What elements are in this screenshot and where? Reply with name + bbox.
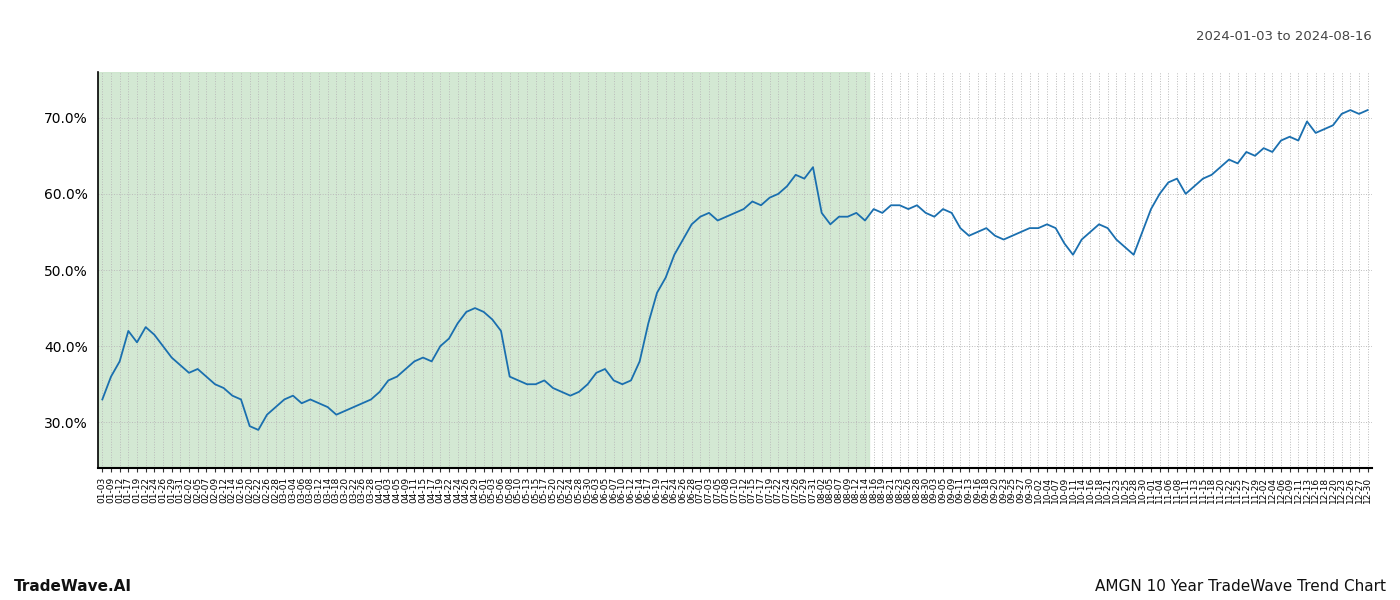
Bar <box>98 72 869 468</box>
Text: AMGN 10 Year TradeWave Trend Chart: AMGN 10 Year TradeWave Trend Chart <box>1095 579 1386 594</box>
Text: TradeWave.AI: TradeWave.AI <box>14 579 132 594</box>
Text: 2024-01-03 to 2024-08-16: 2024-01-03 to 2024-08-16 <box>1196 30 1372 43</box>
